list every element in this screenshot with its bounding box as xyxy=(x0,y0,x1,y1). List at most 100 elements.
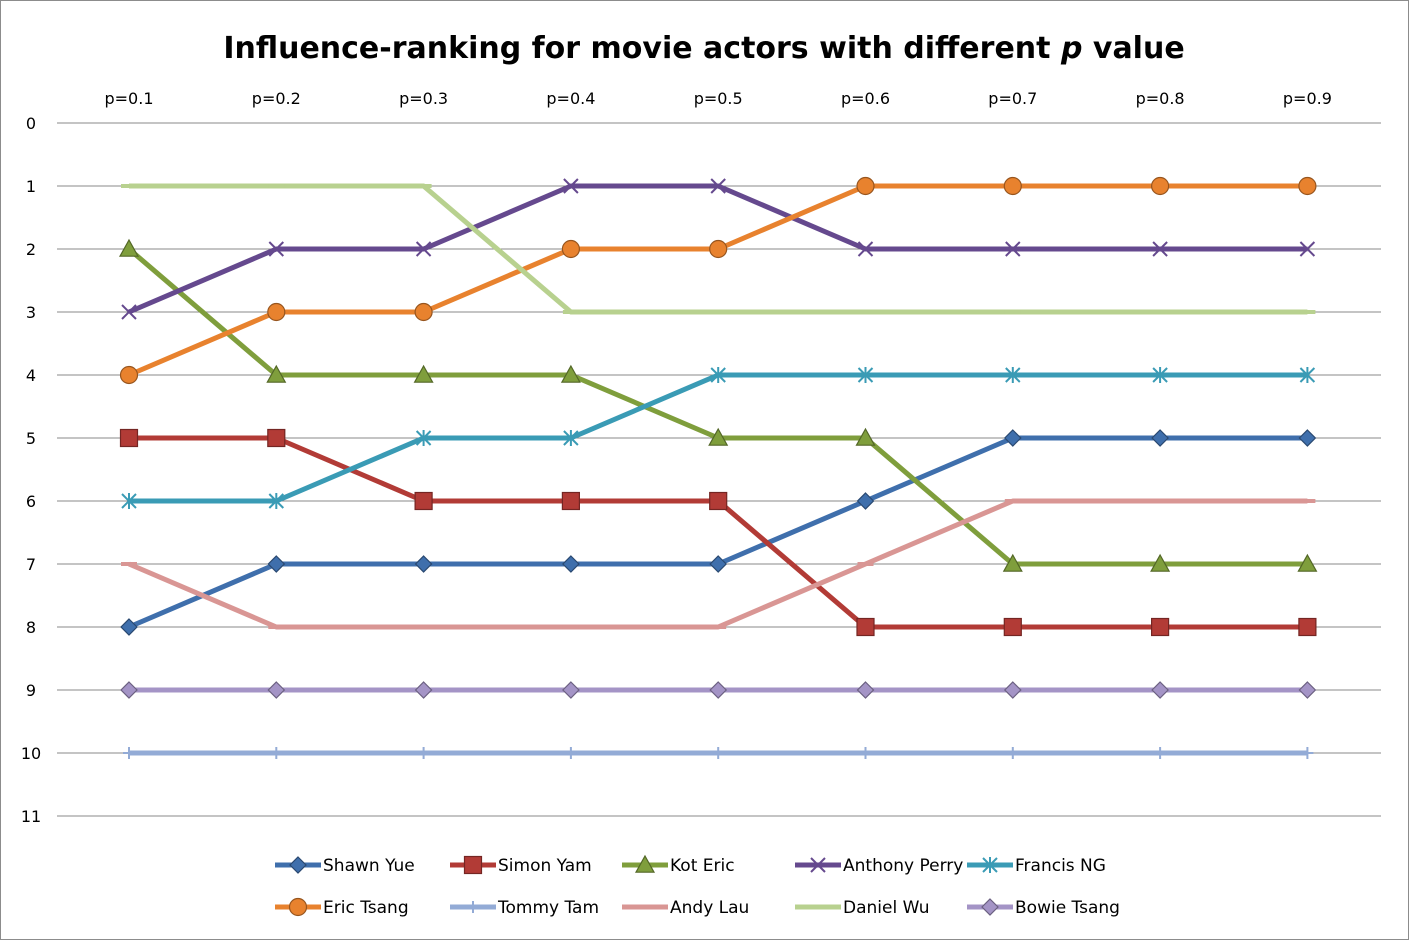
data-point-francis-ng xyxy=(857,367,874,383)
x-tick-label: p=0.4 xyxy=(546,89,595,108)
data-point-eric-tsang xyxy=(1150,176,1170,196)
data-point-eric-tsang xyxy=(267,302,286,322)
data-point-anthony-perry xyxy=(563,178,579,194)
data-point-simon-yam xyxy=(267,428,286,448)
legend-marker-francis-ng xyxy=(982,857,998,873)
legend-marker-eric-tsang xyxy=(288,897,308,917)
data-point-shawn-yue xyxy=(1298,429,1317,447)
data-point-anthony-perry xyxy=(1152,241,1168,257)
legend-label-bowie-tsang: Bowie Tsang xyxy=(1015,898,1120,918)
legend-marker-tommy-tam xyxy=(467,901,479,913)
series-line-simon-yam xyxy=(129,435,1308,630)
data-point-tommy-tam xyxy=(1006,747,1019,759)
y-tick-label: 6 xyxy=(26,492,36,511)
series-line-kot-eric xyxy=(127,247,1308,567)
data-point-anthony-perry xyxy=(710,178,726,194)
data-point-francis-ng xyxy=(121,493,137,509)
legend-label-simon-yam: Simon Yam xyxy=(498,856,592,876)
data-point-bowie-tsang xyxy=(120,681,138,699)
legend-label-andy-lau: Andy Lau xyxy=(670,898,749,918)
legend-marker-kot-eric xyxy=(634,854,656,873)
x-tick-label: p=0.1 xyxy=(104,89,153,108)
data-point-bowie-tsang xyxy=(1151,681,1169,699)
data-point-shawn-yue xyxy=(709,555,728,573)
chart-title-suffix: value xyxy=(1082,31,1184,66)
data-point-shawn-yue xyxy=(267,555,286,573)
y-tick-label: 7 xyxy=(26,555,36,574)
x-axis-tick-labels: p=0.1 p=0.2 p=0.3 p=0.4 p=0.5 p=0.6 p=0.7 p=0.8… xyxy=(104,89,1331,108)
data-point-eric-tsang xyxy=(414,302,433,322)
data-point-simon-yam xyxy=(1298,617,1317,637)
data-point-francis-ng xyxy=(1005,367,1021,383)
data-point-anthony-perry xyxy=(1005,241,1021,257)
data-point-francis-ng xyxy=(415,430,432,446)
data-point-shawn-yue xyxy=(856,492,875,510)
data-point-shawn-yue xyxy=(1151,429,1169,447)
y-tick-label: 8 xyxy=(26,618,36,637)
data-point-simon-yam xyxy=(856,617,875,637)
data-point-anthony-perry xyxy=(415,241,432,257)
legend-marker-shawn-yue xyxy=(289,856,307,874)
data-point-kot-eric xyxy=(1002,553,1023,572)
data-point-kot-eric xyxy=(1150,553,1171,572)
data-point-tommy-tam xyxy=(417,747,430,759)
y-tick-label: 10 xyxy=(21,744,41,763)
data-point-eric-tsang xyxy=(119,365,139,385)
data-point-francis-ng xyxy=(1299,367,1316,383)
data-point-kot-eric xyxy=(118,238,140,257)
data-point-tommy-tam xyxy=(859,747,872,759)
y-axis-tick-labels: 0 1 2 3 4 5 6 7 8 9 10 11 xyxy=(21,114,41,826)
data-point-francis-ng xyxy=(268,493,285,509)
x-tick-label: p=0.5 xyxy=(694,89,743,108)
data-point-eric-tsang xyxy=(709,239,728,259)
data-point-simon-yam xyxy=(414,491,433,511)
data-point-bowie-tsang xyxy=(414,681,433,699)
series-markers xyxy=(118,176,1318,759)
chart-title-italic: p xyxy=(1060,31,1082,66)
data-point-francis-ng xyxy=(710,367,726,383)
data-point-shawn-yue xyxy=(120,618,138,636)
data-point-francis-ng xyxy=(1152,367,1168,383)
data-point-anthony-perry xyxy=(857,241,874,257)
x-tick-label: p=0.2 xyxy=(252,89,301,108)
data-point-anthony-perry xyxy=(121,304,137,320)
data-point-kot-eric xyxy=(560,364,581,383)
x-tick-label: p=0.3 xyxy=(399,89,448,108)
data-point-kot-eric xyxy=(413,364,434,383)
data-point-tommy-tam xyxy=(270,747,283,759)
chart-title-prefix: Influence-ranking for movie actors with … xyxy=(223,31,1061,66)
y-tick-label: 2 xyxy=(26,240,36,259)
data-point-shawn-yue xyxy=(1003,429,1022,447)
data-point-tommy-tam xyxy=(1154,747,1167,759)
data-point-simon-yam xyxy=(119,428,139,448)
y-tick-label: 5 xyxy=(26,429,36,448)
y-tick-label: 4 xyxy=(26,366,36,385)
data-point-tommy-tam xyxy=(1301,747,1314,759)
y-tick-label: 3 xyxy=(26,303,36,322)
y-tick-label: 11 xyxy=(21,807,41,826)
data-point-anthony-perry xyxy=(268,241,285,257)
data-point-bowie-tsang xyxy=(856,681,875,699)
legend-label-daniel-wu: Daniel Wu xyxy=(843,898,930,918)
data-point-shawn-yue xyxy=(414,555,433,573)
series-line-shawn-yue xyxy=(128,435,1308,630)
x-tick-label: p=0.8 xyxy=(1136,89,1185,108)
data-point-kot-eric xyxy=(855,427,876,446)
data-point-simon-yam xyxy=(1150,617,1170,637)
data-point-eric-tsang xyxy=(561,239,581,259)
x-tick-label: p=0.9 xyxy=(1283,89,1332,108)
x-tick-label: p=0.7 xyxy=(988,89,1037,108)
legend-label-eric-tsang: Eric Tsang xyxy=(323,898,409,918)
data-point-francis-ng xyxy=(563,430,579,446)
data-point-bowie-tsang xyxy=(1298,681,1317,699)
legend-label-kot-eric: Kot Eric xyxy=(670,856,735,876)
data-point-tommy-tam xyxy=(123,747,135,759)
legend-label-shawn-yue: Shawn Yue xyxy=(323,856,415,876)
legend-label-tommy-tam: Tommy Tam xyxy=(497,898,599,918)
y-tick-label: 1 xyxy=(26,177,36,196)
data-point-kot-eric xyxy=(1297,553,1318,572)
chart-title: Influence-ranking for movie actors with … xyxy=(223,31,1184,66)
data-point-bowie-tsang xyxy=(562,681,580,699)
